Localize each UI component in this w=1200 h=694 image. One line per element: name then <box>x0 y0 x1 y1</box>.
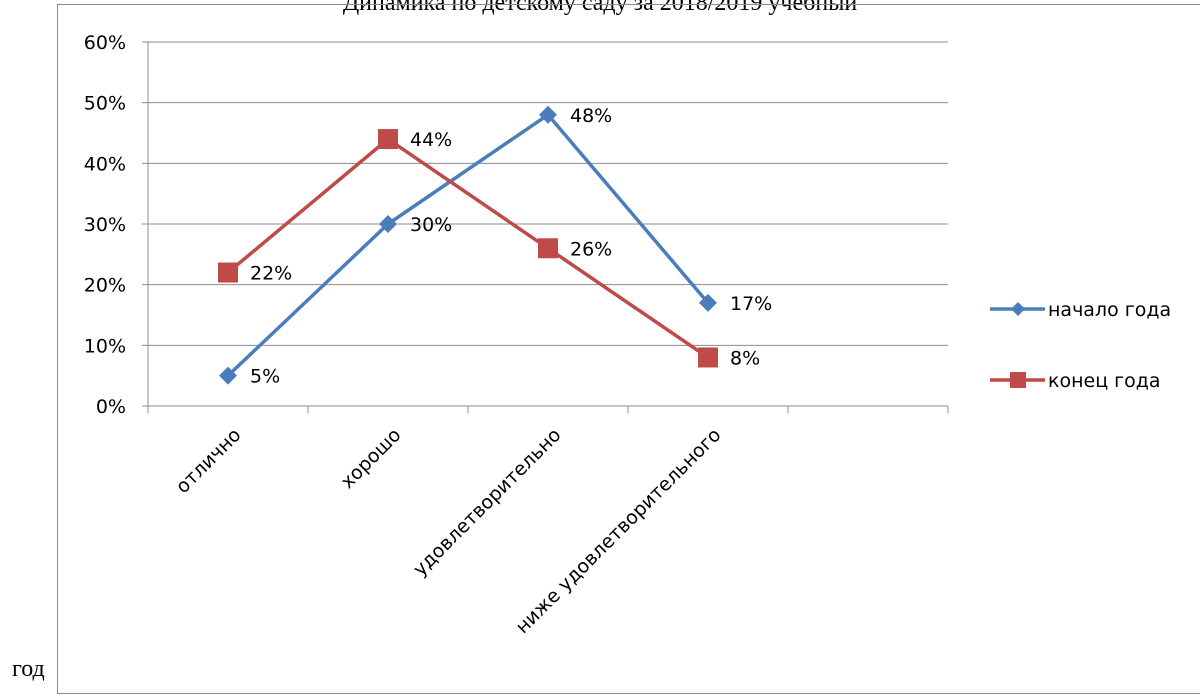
data-label: 5% <box>250 366 280 388</box>
y-tick-label: 50% <box>84 93 126 115</box>
series-line-2 <box>226 137 709 359</box>
x-tick-label: хорошо <box>337 424 406 493</box>
legend-label: конец года <box>1048 370 1161 392</box>
legend-label: начало года <box>1048 299 1171 321</box>
data-label: 22% <box>250 263 292 285</box>
data-label: 44% <box>410 129 452 151</box>
data-point <box>698 347 718 368</box>
legend-marker <box>1010 372 1026 388</box>
x-tick-label: отлично <box>172 424 246 498</box>
data-point <box>219 366 237 385</box>
data-point <box>699 293 717 312</box>
y-tick-label: 10% <box>84 335 126 357</box>
data-label: 17% <box>730 293 772 315</box>
data-label: 48% <box>570 105 612 127</box>
y-tick-label: 30% <box>84 214 126 236</box>
data-point <box>379 215 397 233</box>
data-label: 30% <box>410 214 452 236</box>
data-point <box>378 129 398 150</box>
data-label: 8% <box>730 347 760 369</box>
y-tick-label: 20% <box>84 275 126 297</box>
text-fragment: год <box>12 656 45 682</box>
data-point <box>538 238 558 259</box>
data-point <box>539 105 557 124</box>
y-tick-label: 0% <box>96 396 126 418</box>
y-tick-label: 60% <box>84 32 126 54</box>
data-label: 26% <box>570 238 612 260</box>
series-line-1 <box>226 113 710 377</box>
legend-marker <box>1011 302 1025 316</box>
x-tick-label: удовлетворительно <box>409 424 566 581</box>
data-point <box>218 262 238 283</box>
y-tick-label: 40% <box>84 153 126 175</box>
